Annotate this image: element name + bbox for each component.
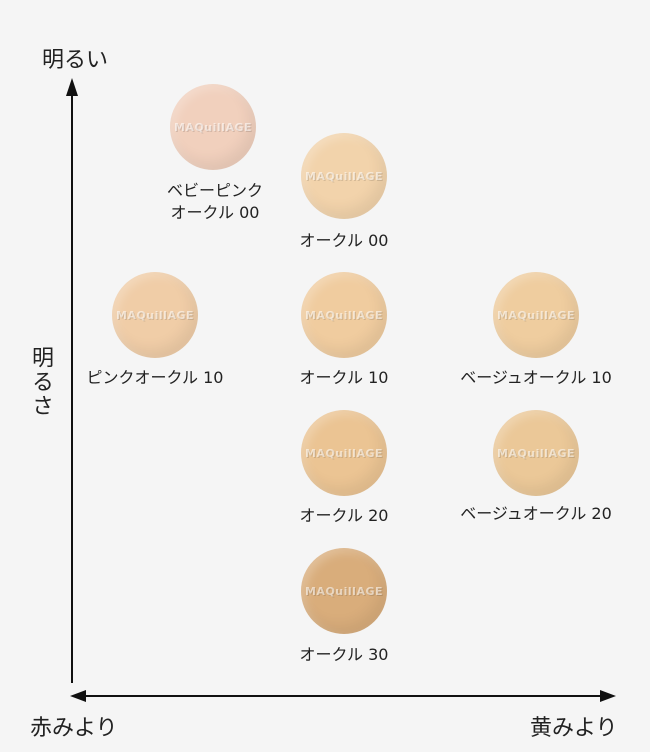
brand-mark: MAQuillAGE bbox=[304, 308, 383, 322]
brand-mark: MAQuillAGE bbox=[304, 446, 383, 460]
shade-label: ベビーピンク オークル 00 bbox=[155, 180, 275, 224]
shade-swatch: MAQuillAGE bbox=[301, 548, 387, 634]
horizontal-axis-left-arrowhead bbox=[70, 690, 86, 702]
brand-mark: MAQuillAGE bbox=[304, 169, 383, 183]
axis-label-bright: 明るい bbox=[42, 48, 109, 73]
shade-label: オークル 00 bbox=[299, 231, 389, 250]
axis-label-reddish: 赤みより bbox=[30, 716, 118, 741]
brand-mark: MAQuillAGE bbox=[173, 120, 252, 134]
shade-label-line1: ベビーピンク bbox=[166, 181, 263, 200]
axis-label-brightness: 明るさ bbox=[28, 346, 53, 418]
vertical-axis-arrowhead bbox=[66, 78, 78, 96]
brand-mark: MAQuillAGE bbox=[496, 308, 575, 322]
shade-label: オークル 10 bbox=[299, 368, 389, 387]
brand-mark: MAQuillAGE bbox=[496, 446, 575, 460]
shade-swatch: MAQuillAGE bbox=[301, 133, 387, 219]
shade-swatch: MAQuillAGE bbox=[493, 410, 579, 496]
horizontal-axis-right-arrowhead bbox=[600, 690, 616, 702]
shade-swatch: MAQuillAGE bbox=[112, 272, 198, 358]
shade-swatch: MAQuillAGE bbox=[301, 410, 387, 496]
shade-label: ベージュオークル 10 bbox=[460, 368, 612, 387]
shade-label: オークル 30 bbox=[299, 645, 389, 664]
shade-label: オークル 20 bbox=[299, 506, 389, 525]
shade-label: ピンクオークル 10 bbox=[86, 368, 224, 387]
shade-label: ベージュオークル 20 bbox=[460, 504, 612, 523]
shade-label-line2: オークル 00 bbox=[170, 203, 260, 222]
shade-swatch: MAQuillAGE bbox=[170, 84, 256, 170]
axis-label-yellowish: 黄みより bbox=[530, 716, 618, 741]
shade-swatch: MAQuillAGE bbox=[301, 272, 387, 358]
shade-swatch: MAQuillAGE bbox=[493, 272, 579, 358]
brand-mark: MAQuillAGE bbox=[115, 308, 194, 322]
brand-mark: MAQuillAGE bbox=[304, 584, 383, 598]
